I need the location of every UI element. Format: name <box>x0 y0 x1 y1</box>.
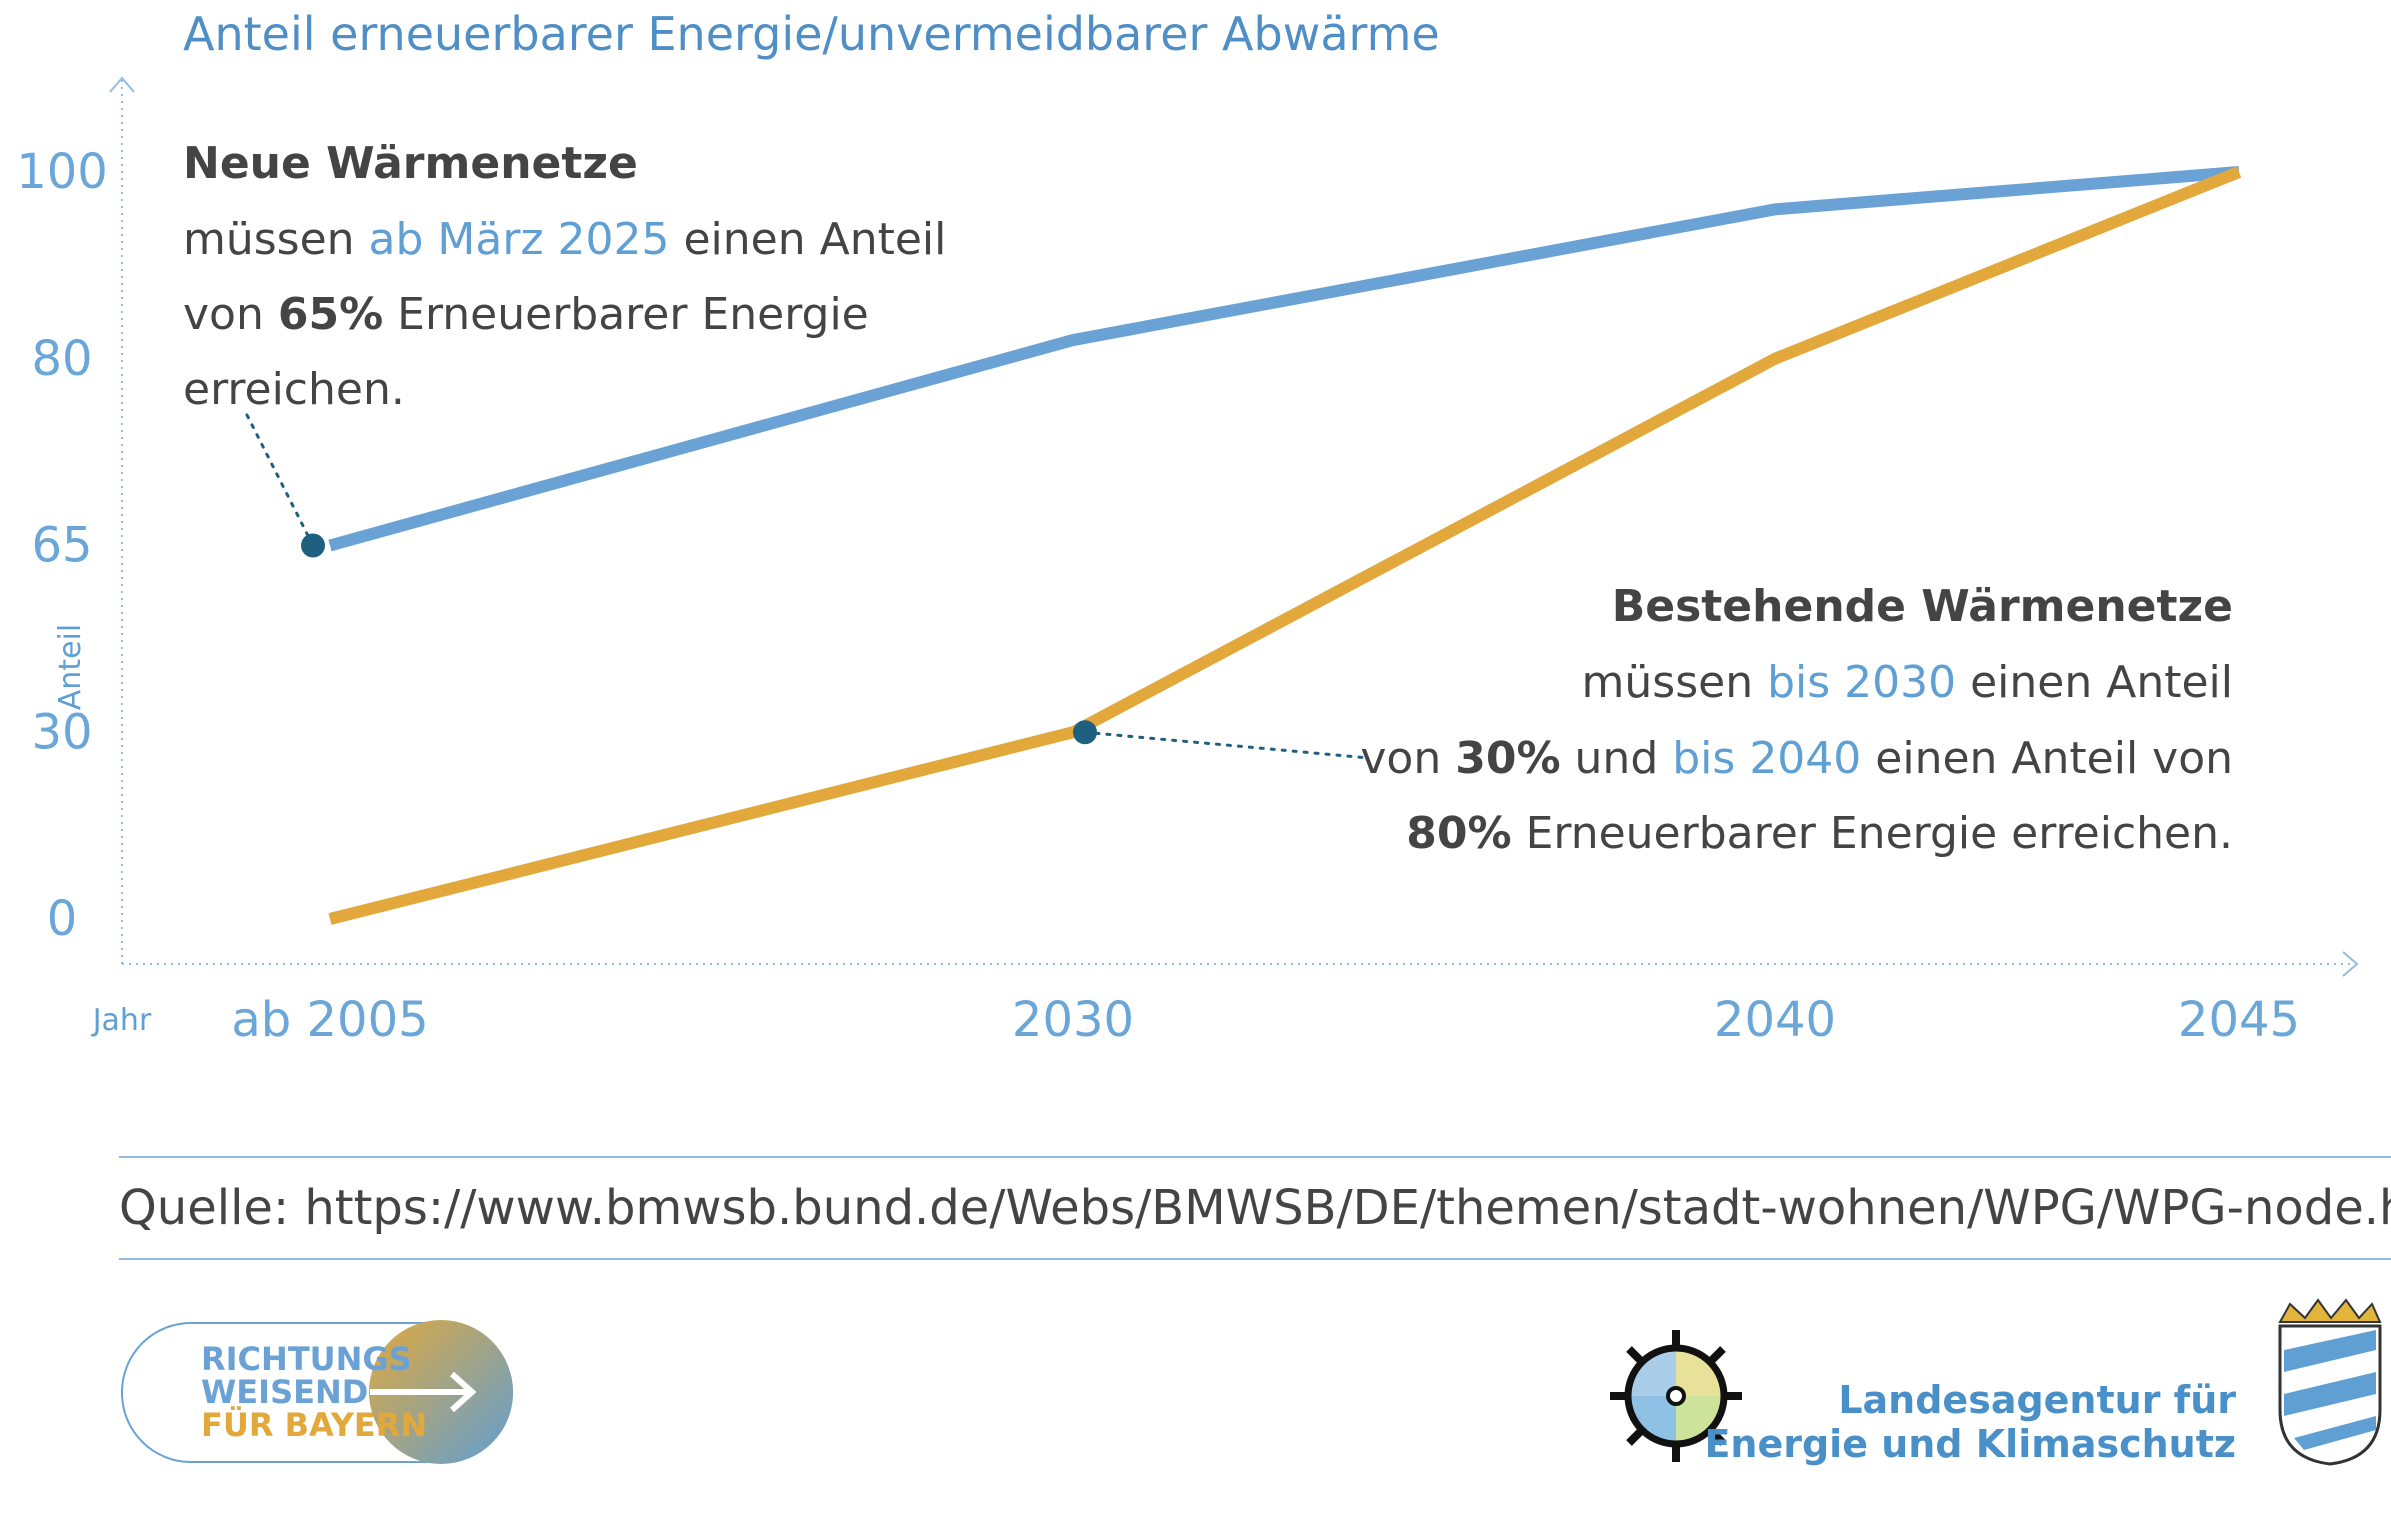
y-tick-label: 80 <box>31 331 92 387</box>
annotation-line: von 65% Erneuerbarer Energie <box>183 289 869 340</box>
annotation-text: müssen <box>1582 657 1768 708</box>
annotation-highlight: bis 2040 <box>1672 733 1861 784</box>
y-axis-arrow <box>109 76 135 93</box>
y-axis-label: Anteil <box>53 624 88 710</box>
annotation-line: erreichen. <box>183 364 405 415</box>
annotation-text: Erneuerbarer Energie erreichen. <box>1512 808 2233 859</box>
coat-of-arms <box>2278 1298 2382 1466</box>
chart-title: Anteil erneuerbarer Energie/unvermeidbar… <box>183 7 1440 61</box>
annotation-line: müssen ab März 2025 einen Anteil <box>183 214 946 265</box>
connector <box>245 413 315 547</box>
annotation-text: von <box>1360 733 1455 784</box>
x-tick-label: 2030 <box>1012 992 1134 1048</box>
x-tick-label: ab 2005 <box>231 992 428 1048</box>
annotation-title-text: Bestehende Wärmenetze <box>1612 581 2233 632</box>
y-tick-label: 65 <box>31 518 92 574</box>
annotation-line: von 30% und bis 2040 einen Anteil von <box>1360 733 2233 784</box>
annotation-text: von <box>183 289 278 340</box>
annotation-bold: 30% <box>1455 733 1560 784</box>
annotation-text: erreichen. <box>183 364 405 415</box>
logo-arrow <box>370 1371 477 1413</box>
annotation-highlight: ab März 2025 <box>369 214 670 265</box>
series-line <box>328 166 2242 925</box>
x-tick-label: 2040 <box>1714 992 1836 1048</box>
x-axis-label: Jahr <box>91 1003 152 1038</box>
source: Quelle: https://www.bmwsb.bund.de/Webs/B… <box>119 1180 2391 1236</box>
logo-text: FÜR BAYERN <box>201 1406 427 1444</box>
logo-text: WEISEND <box>201 1373 368 1411</box>
annotation-highlight: bis 2030 <box>1767 657 1956 708</box>
highlight-point <box>301 533 325 558</box>
annotation-line: 80% Erneuerbarer Energie erreichen. <box>1406 808 2233 859</box>
annotation-title: Bestehende Wärmenetze <box>1612 581 2233 632</box>
annotation-text: einen Anteil <box>670 214 947 265</box>
annotation-title-text: Neue Wärmenetze <box>183 138 638 189</box>
annotation-title: Neue Wärmenetze <box>183 138 638 189</box>
annotation-text: einen Anteil von <box>1861 733 2233 784</box>
x-tick-label: 2045 <box>2178 992 2300 1048</box>
annotation-text: müssen <box>183 214 369 265</box>
annotation-bold: 65% <box>278 289 383 340</box>
connector <box>1083 730 1371 760</box>
x-axis-arrow <box>2342 951 2359 977</box>
annotation-bold: 80% <box>1406 808 1511 859</box>
annotation-text: Erneuerbarer Energie <box>383 289 869 340</box>
series-line <box>328 166 2240 552</box>
wheel-logo <box>1610 1330 1742 1462</box>
y-tick-label: 0 <box>47 891 78 947</box>
annotation-line: müssen bis 2030 einen Anteil <box>1582 657 2233 708</box>
logo-text: Landesagentur für <box>1838 1378 2236 1422</box>
y-tick-label: 100 <box>16 144 108 200</box>
highlight-point <box>1073 720 1097 745</box>
logo-text: Energie und Klimaschutz <box>1704 1422 2236 1466</box>
annotation-text: einen Anteil <box>1956 657 2233 708</box>
logo-text: RICHTUNGS <box>201 1340 412 1378</box>
annotation-text: und <box>1561 733 1673 784</box>
y-tick-label: 30 <box>31 704 92 760</box>
